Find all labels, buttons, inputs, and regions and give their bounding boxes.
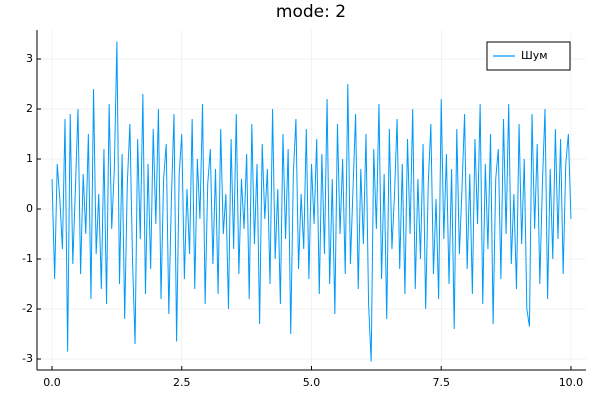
legend-label: Шум [521,49,548,62]
y-tick-label: 1 [26,152,33,165]
x-tick-label: 2.5 [173,376,191,389]
x-tick-label: 0.0 [43,376,61,389]
y-tick-label: -1 [22,252,33,265]
x-tick-label: 5.0 [303,376,321,389]
legend: Шум [486,41,571,71]
x-tick-label: 10.0 [559,376,584,389]
y-tick-label: 3 [26,52,33,65]
chart-title: mode: 2 [276,2,346,22]
y-tick-label: -3 [22,352,33,365]
line-series [51,41,572,362]
x-tick-label: 7.5 [432,376,450,389]
y-tick-label: 2 [26,102,33,115]
y-tick-label: 0 [26,202,33,215]
y-tick-label: -2 [22,302,33,315]
